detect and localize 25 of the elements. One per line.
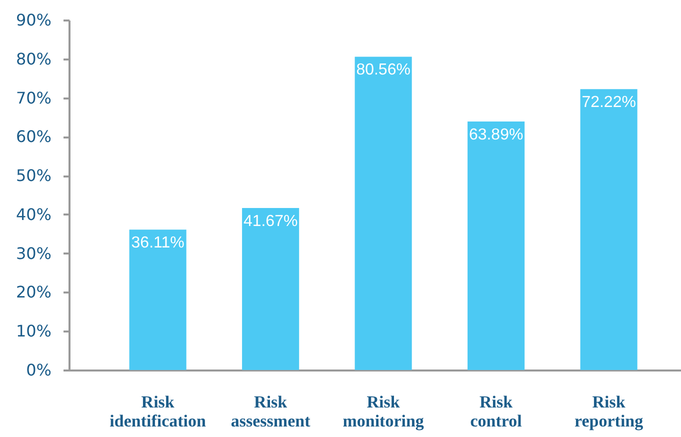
data-label: 72.22% xyxy=(582,94,636,112)
y-tick-label: 20% xyxy=(16,282,52,302)
data-label: 63.89% xyxy=(468,126,524,144)
bar xyxy=(242,208,300,370)
data-label: 41.67% xyxy=(243,212,298,230)
y-tick-label: 50% xyxy=(16,166,52,186)
x-tick-label: Risk monitoring xyxy=(342,392,424,430)
y-tick-label: 70% xyxy=(16,88,52,108)
bar xyxy=(129,230,186,370)
data-label: 36.11% xyxy=(131,234,184,252)
data-label: 80.56% xyxy=(356,62,410,79)
bar xyxy=(468,122,525,370)
y-tick-label: 30% xyxy=(16,244,52,263)
y-tick-label: 0% xyxy=(26,360,52,380)
y-tick-label: 40% xyxy=(16,204,52,224)
bar xyxy=(580,89,638,370)
y-tick-label: 10% xyxy=(16,322,52,341)
x-tick-label: Risk reporting xyxy=(574,392,644,430)
y-tick-label: 80% xyxy=(16,49,52,68)
x-tick-label: Risk assessment xyxy=(230,392,311,430)
y-tick-label: 60% xyxy=(16,127,52,146)
x-tick-label: Risk identification xyxy=(110,392,207,430)
x-tick-label: Risk control xyxy=(470,392,522,430)
bar xyxy=(354,56,412,370)
y-tick-label: 90% xyxy=(16,10,52,30)
